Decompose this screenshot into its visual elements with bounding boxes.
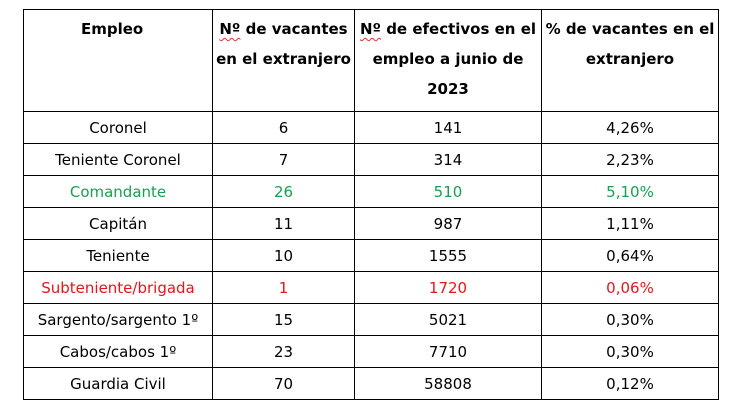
cell-efectivos: 987: [354, 207, 542, 240]
table-container: Empleo Nº de vacantes en el extranjero N…: [23, 9, 719, 400]
cell-efectivos: 58808: [354, 367, 542, 400]
table-row: Teniente Coronel 7 314 2,23%: [23, 143, 719, 176]
header-vacantes: Nº de vacantes en el extranjero: [212, 9, 355, 112]
table-row: Teniente 10 1555 0,64%: [23, 239, 719, 272]
cell-empleo: Teniente: [23, 239, 213, 272]
cell-vacantes: 7: [212, 143, 355, 176]
cell-porcentaje: 2,23%: [541, 143, 719, 176]
cell-porcentaje: 5,10%: [541, 175, 719, 208]
cell-vacantes: 1: [212, 271, 355, 304]
header-vacantes-rest: de vacantes en el extranjero: [216, 20, 351, 68]
table-row: Guardia Civil 70 58808 0,12%: [23, 367, 719, 400]
cell-vacantes: 11: [212, 207, 355, 240]
cell-vacantes: 6: [212, 111, 355, 144]
header-porcentaje: % de vacantes en el extranjero: [541, 9, 719, 112]
header-empleo: Empleo: [23, 9, 213, 112]
cell-porcentaje: 4,26%: [541, 111, 719, 144]
cell-efectivos: 1720: [354, 271, 542, 304]
table-row: Capitán 11 987 1,11%: [23, 207, 719, 240]
table-row: Cabos/cabos 1º 23 7710 0,30%: [23, 335, 719, 368]
vacantes-table: Empleo Nº de vacantes en el extranjero N…: [23, 9, 719, 400]
header-vacantes-abbr: Nº: [219, 20, 241, 38]
table-row: Sargento/sargento 1º 15 5021 0,30%: [23, 303, 719, 336]
cell-efectivos: 7710: [354, 335, 542, 368]
cell-empleo: Guardia Civil: [23, 367, 213, 400]
cell-porcentaje: 1,11%: [541, 207, 719, 240]
cell-porcentaje: 0,64%: [541, 239, 719, 272]
cell-porcentaje: 0,30%: [541, 335, 719, 368]
header-row: Empleo Nº de vacantes en el extranjero N…: [23, 9, 719, 112]
cell-empleo: Subteniente/brigada: [23, 271, 213, 304]
cell-efectivos: 5021: [354, 303, 542, 336]
cell-efectivos: 314: [354, 143, 542, 176]
header-efectivos: Nº de efectivos en el empleo a junio de …: [354, 9, 542, 112]
cell-vacantes: 10: [212, 239, 355, 272]
cell-vacantes: 26: [212, 175, 355, 208]
cell-porcentaje: 0,06%: [541, 271, 719, 304]
cell-empleo: Comandante: [23, 175, 213, 208]
table-row: Comandante 26 510 5,10%: [23, 175, 719, 208]
cell-empleo: Coronel: [23, 111, 213, 144]
header-efectivos-abbr: Nº: [359, 20, 381, 38]
cell-efectivos: 141: [354, 111, 542, 144]
table-row: Coronel 6 141 4,26%: [23, 111, 719, 144]
table-row: Subteniente/brigada 1 1720 0,06%: [23, 271, 719, 304]
header-efectivos-rest: de efectivos en el empleo a junio de 202…: [372, 20, 537, 98]
cell-empleo: Cabos/cabos 1º: [23, 335, 213, 368]
cell-efectivos: 1555: [354, 239, 542, 272]
cell-empleo: Capitán: [23, 207, 213, 240]
cell-vacantes: 23: [212, 335, 355, 368]
cell-vacantes: 15: [212, 303, 355, 336]
cell-empleo: Sargento/sargento 1º: [23, 303, 213, 336]
cell-vacantes: 70: [212, 367, 355, 400]
cell-empleo: Teniente Coronel: [23, 143, 213, 176]
cell-porcentaje: 0,30%: [541, 303, 719, 336]
cell-efectivos: 510: [354, 175, 542, 208]
cell-porcentaje: 0,12%: [541, 367, 719, 400]
